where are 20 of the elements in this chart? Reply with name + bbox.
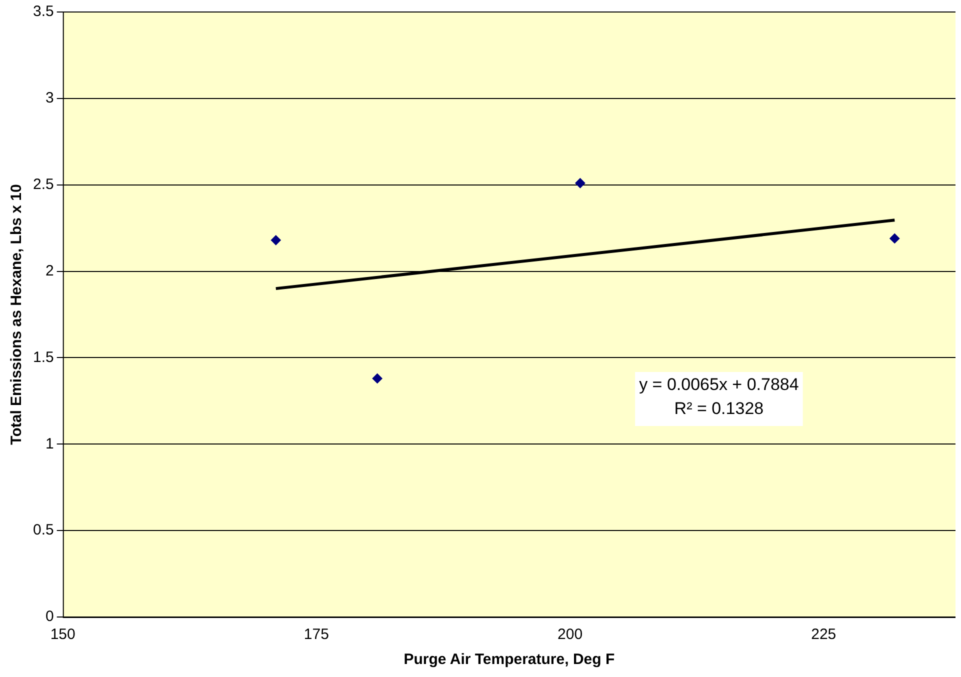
- point: [270, 235, 281, 246]
- point: [372, 373, 382, 384]
- annotation: R² = 0.1328: [674, 399, 764, 418]
- y-axis-title: Total Emissions as Hexane, Lbs x 10: [8, 184, 26, 445]
- y-tick-label: 1.5: [32, 348, 54, 366]
- y-tick-label: 1: [46, 435, 54, 452]
- y-tick-label: 0.5: [32, 522, 54, 539]
- x-tick-label: 175: [304, 626, 329, 644]
- y-tick-label: 2: [46, 262, 54, 280]
- x-axis-title: Purge Air Temperature, Deg F: [404, 651, 615, 668]
- y-tick-label: 3: [46, 90, 54, 107]
- point: [890, 233, 900, 244]
- x-tick-label: 150: [50, 626, 76, 644]
- y-tick-label: 3.5: [32, 3, 54, 20]
- y-tick-label: 2.5: [32, 176, 54, 193]
- y-tick-label: 0: [46, 608, 54, 626]
- annotation: y = 0.0065x + 0.7884: [639, 375, 799, 394]
- point: [575, 178, 586, 188]
- x-tick-label: 200: [558, 626, 583, 644]
- x-tick-label: 225: [811, 626, 836, 644]
